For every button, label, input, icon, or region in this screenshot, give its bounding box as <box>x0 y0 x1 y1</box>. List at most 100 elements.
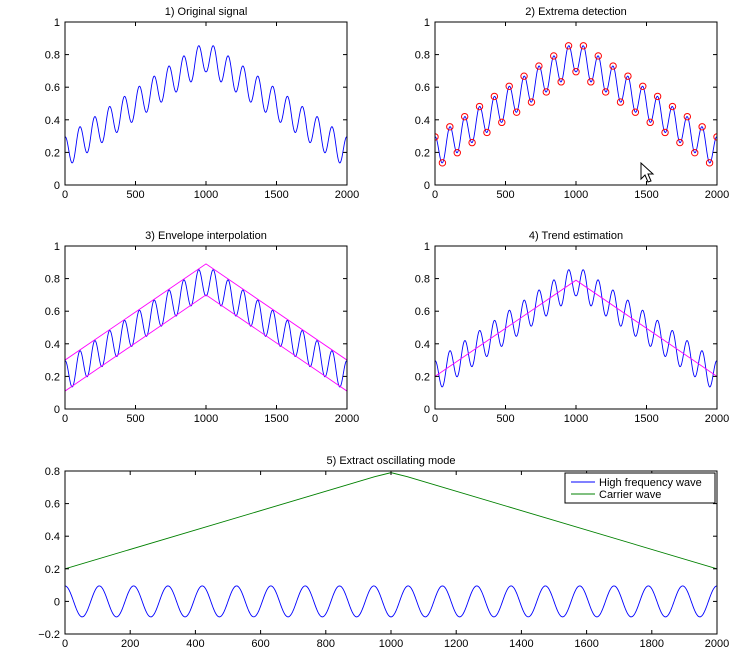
extremum-marker <box>453 149 461 157</box>
extremum-marker <box>475 102 484 111</box>
x-tick-label: 2000 <box>335 413 359 425</box>
axes-frame <box>434 245 718 410</box>
chart-title: 4) Trend estimation <box>529 230 623 242</box>
extrema-markers <box>435 42 717 167</box>
axes-frame <box>64 245 348 410</box>
y-tick-label: 0 <box>54 596 60 608</box>
y-tick-label: 0 <box>424 404 430 416</box>
x-tick-label: 1600 <box>574 638 598 650</box>
extremum-marker <box>438 159 447 167</box>
x-tick-label: 1000 <box>564 189 588 201</box>
x-tick-label: 200 <box>121 638 139 650</box>
extremum-marker <box>520 72 528 80</box>
x-tick-label: 1000 <box>194 189 218 201</box>
y-tick-label: 0.6 <box>45 82 60 94</box>
ticks: 0 500 1000 1500 2000 0 0.2 0.4 0.6 0.8 1 <box>415 241 730 425</box>
y-tick-label: 0.6 <box>415 82 430 94</box>
y-tick-label: 0.2 <box>45 371 60 383</box>
mouse-pointer-icon <box>640 161 655 183</box>
x-tick-label: 1500 <box>264 189 288 201</box>
extremum-marker <box>557 78 565 86</box>
legend-label: Carrier wave <box>599 489 661 501</box>
plot-area <box>435 42 717 167</box>
extremum-marker <box>512 108 521 116</box>
x-tick-label: 600 <box>251 638 269 650</box>
panel-envelope-interpolation: 0 500 1000 1500 2000 0 0.2 0.4 0.6 0.8 1 3) Envelop… <box>45 230 360 425</box>
panel-extract-oscillating-mode: 0 200 400 600 800 1000 1200 1400 1600 1800 2000 −0.… <box>38 455 729 650</box>
extremum-marker <box>631 108 640 116</box>
x-tick-label: 0 <box>62 189 68 201</box>
extremum-marker <box>691 148 699 157</box>
x-tick-label: 1000 <box>194 413 218 425</box>
x-tick-label: 1500 <box>634 189 658 201</box>
axes-frame <box>434 21 718 186</box>
ticks: 0 200 400 600 800 1000 1200 1400 1600 1800 2000 −0.… <box>38 466 729 650</box>
y-tick-label: 0.8 <box>45 50 60 62</box>
x-tick-label: 500 <box>496 413 514 425</box>
chart-title: 5) Extract oscillating mode <box>327 455 456 467</box>
extremum-marker <box>616 98 625 106</box>
panel-original-signal: 0 500 1000 1500 2000 0 0.2 0.4 0.6 0.8 1 1) Origina… <box>45 6 360 201</box>
extremum-marker <box>550 52 558 60</box>
series-line-2 <box>65 294 347 392</box>
legend-box <box>564 472 716 504</box>
plot-area <box>435 269 717 388</box>
x-tick-label: 1500 <box>634 413 658 425</box>
extremum-marker <box>460 112 469 121</box>
extremum-marker <box>542 88 551 96</box>
extremum-marker <box>587 78 595 86</box>
y-tick-label: 0.2 <box>415 147 430 159</box>
x-tick-label: 2000 <box>705 189 729 201</box>
series-line-1 <box>435 279 717 377</box>
extremum-marker <box>661 128 669 137</box>
series-line-0 <box>65 45 347 164</box>
extremum-marker <box>446 123 454 131</box>
x-tick-label: 500 <box>496 189 514 201</box>
y-tick-label: 1 <box>424 17 430 29</box>
extremum-marker <box>646 118 654 127</box>
series-line-0 <box>435 45 717 164</box>
y-tick-label: 0.8 <box>415 50 430 62</box>
y-tick-label: 0.4 <box>415 115 430 127</box>
y-tick-label: 0.2 <box>45 564 60 576</box>
x-tick-label: 2000 <box>705 638 729 650</box>
legend-label: High frequency wave <box>599 477 702 489</box>
x-tick-label: 0 <box>62 413 68 425</box>
extremum-marker <box>683 112 692 121</box>
y-tick-label: −0.2 <box>38 629 60 641</box>
axes-frame <box>64 21 348 186</box>
extremum-marker <box>668 102 677 111</box>
extremum-marker <box>624 72 632 80</box>
extremum-marker <box>564 42 573 50</box>
ticks: 0 500 1000 1500 2000 0 0.2 0.4 0.6 0.8 1 <box>415 17 730 201</box>
extremum-marker <box>498 118 506 127</box>
extremum-marker <box>639 82 647 90</box>
y-tick-label: 0.4 <box>45 339 60 351</box>
x-tick-label: 1000 <box>379 638 403 650</box>
x-tick-label: 1000 <box>564 413 588 425</box>
y-tick-label: 0.8 <box>415 274 430 286</box>
y-tick-label: 1 <box>54 241 60 253</box>
series-line-0 <box>435 269 717 388</box>
y-tick-label: 0.6 <box>45 306 60 318</box>
extremum-marker <box>698 123 706 131</box>
extremum-marker <box>505 82 513 91</box>
y-tick-label: 0 <box>424 180 430 192</box>
extremum-marker <box>653 92 662 101</box>
x-tick-label: 1200 <box>444 638 468 650</box>
y-tick-label: 1 <box>54 17 60 29</box>
extremum-marker <box>527 98 536 106</box>
extremum-marker <box>705 159 714 167</box>
x-tick-label: 1500 <box>264 413 288 425</box>
x-tick-label: 0 <box>432 413 438 425</box>
y-tick-label: 1 <box>424 241 430 253</box>
ticks: 0 500 1000 1500 2000 0 0.2 0.4 0.6 0.8 1 <box>45 17 360 201</box>
y-tick-label: 0 <box>54 180 60 192</box>
x-tick-label: 2000 <box>335 189 359 201</box>
x-tick-label: 1400 <box>509 638 533 650</box>
extremum-marker <box>594 52 602 60</box>
y-tick-label: 0.8 <box>45 466 60 478</box>
y-tick-label: 0.2 <box>415 371 430 383</box>
